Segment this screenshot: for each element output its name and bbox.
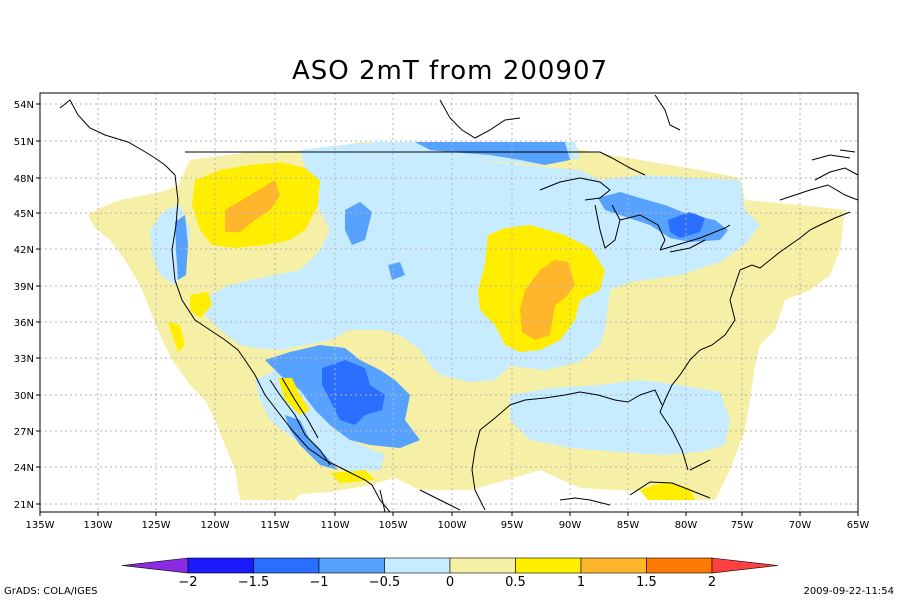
colorbar-label: 1 [577, 575, 585, 590]
lat-tick-label: 42N [14, 245, 34, 256]
colorbar-label: −0.5 [369, 575, 401, 590]
lat-tick-label: 39N [14, 282, 34, 293]
lat-tick-label: 27N [14, 427, 34, 438]
baja-peninsula-line [269, 377, 331, 466]
lat-tick-label: 45N [14, 209, 34, 220]
lat-tick-label: 30N [14, 391, 34, 402]
anomaly-region-neg1-neg0.5-ca [175, 215, 188, 280]
atlantic-coast-line [659, 211, 851, 471]
anomaly-region-0.5-1-ca [190, 292, 212, 318]
lat-tick-label: 54N [14, 100, 34, 111]
map-grid [40, 93, 858, 512]
great-lakes-line [539, 177, 731, 253]
canada-border-line [185, 151, 646, 176]
colorbar-segment [449, 557, 516, 574]
lon-tick-label: 130W [84, 520, 113, 531]
colorbar-segment [384, 557, 451, 574]
colorbar-segment [515, 557, 582, 574]
anomaly-region-0.5-1-baja [278, 378, 310, 415]
colorbar-label: 2 [708, 575, 716, 590]
lat-tick-label: 33N [14, 354, 34, 365]
colorbar-segment [580, 557, 647, 574]
colorbar-segment [253, 557, 320, 574]
lon-tick-label: 120W [201, 520, 230, 531]
lat-tick-label: 21N [14, 500, 34, 511]
lat-tick-label: 51N [14, 137, 34, 148]
lat-tick-label: 24N [14, 463, 34, 474]
footer-credit: GrADS: COLA/IGES [4, 586, 98, 597]
lon-tick-label: 95W [501, 520, 524, 531]
lon-tick-label: 80W [675, 520, 698, 531]
map-title: ASO 2mT from 200907 [291, 56, 609, 86]
latitude-labels: 54N 51N 48N 45N 42N 39N 36N 33N 30N 27N 24N 21N [14, 100, 40, 511]
colorbar-label: 0.5 [505, 575, 526, 590]
lon-tick-label: 115W [261, 520, 290, 531]
hudson-bay-line [439, 94, 858, 181]
anomaly-region-0.5-1-cw [168, 322, 185, 352]
lat-tick-label: 36N [14, 318, 34, 329]
colorbar-label: −1.5 [238, 575, 270, 590]
lon-tick-label: 125W [142, 520, 171, 531]
lon-tick-label: 135W [26, 520, 55, 531]
lon-tick-label: 90W [559, 520, 582, 531]
anomaly-region-neg1-neg0.5-small [388, 262, 405, 280]
lon-tick-label: 75W [731, 520, 754, 531]
lon-tick-label: 65W [847, 520, 870, 531]
coastlines [59, 94, 858, 512]
colorbar-label: −1 [309, 575, 328, 590]
anomaly-region-1-1.5 [520, 260, 575, 340]
lat-tick-label: 48N [14, 174, 34, 185]
colorbar: −2 −1.5 −1 −0.5 0 0.5 1 1.5 2 [121, 557, 779, 590]
colorbar-under-triangle [121, 557, 189, 574]
lon-tick-label: 70W [789, 520, 812, 531]
central-america-line [559, 497, 611, 506]
lon-tick-label: 105W [379, 520, 408, 531]
anomaly-region-neg1-neg0.5-top [415, 142, 570, 165]
maritimes-line [779, 154, 858, 201]
lon-tick-label: 100W [438, 520, 467, 531]
longitude-labels: 135W 130W 125W 120W 115W 110W 105W 100W 95W 90W 85… [26, 512, 870, 531]
cuba-line [629, 481, 711, 499]
anomaly-region-neg1.5-neg1 [322, 360, 385, 425]
colorbar-label: 1.5 [636, 575, 657, 590]
colorbar-over-triangle [711, 557, 779, 574]
anomaly-field [88, 142, 845, 500]
anomaly-region-1-1.5-nw [225, 180, 280, 232]
footer-timestamp: 2009-09-22-11:54 [803, 586, 894, 597]
pacific-coast-line [59, 99, 391, 512]
colorbar-segment [187, 557, 254, 574]
colorbar-label: −2 [178, 575, 197, 590]
colorbar-segment [318, 557, 385, 574]
gulf-coast-line [471, 389, 663, 511]
lon-tick-label: 85W [617, 520, 640, 531]
colorbar-label: 0 [446, 575, 454, 590]
plot-frame [39, 92, 859, 513]
mexico-east-line [379, 489, 461, 512]
colorbar-segment [646, 557, 713, 574]
lon-tick-label: 110W [321, 520, 350, 531]
